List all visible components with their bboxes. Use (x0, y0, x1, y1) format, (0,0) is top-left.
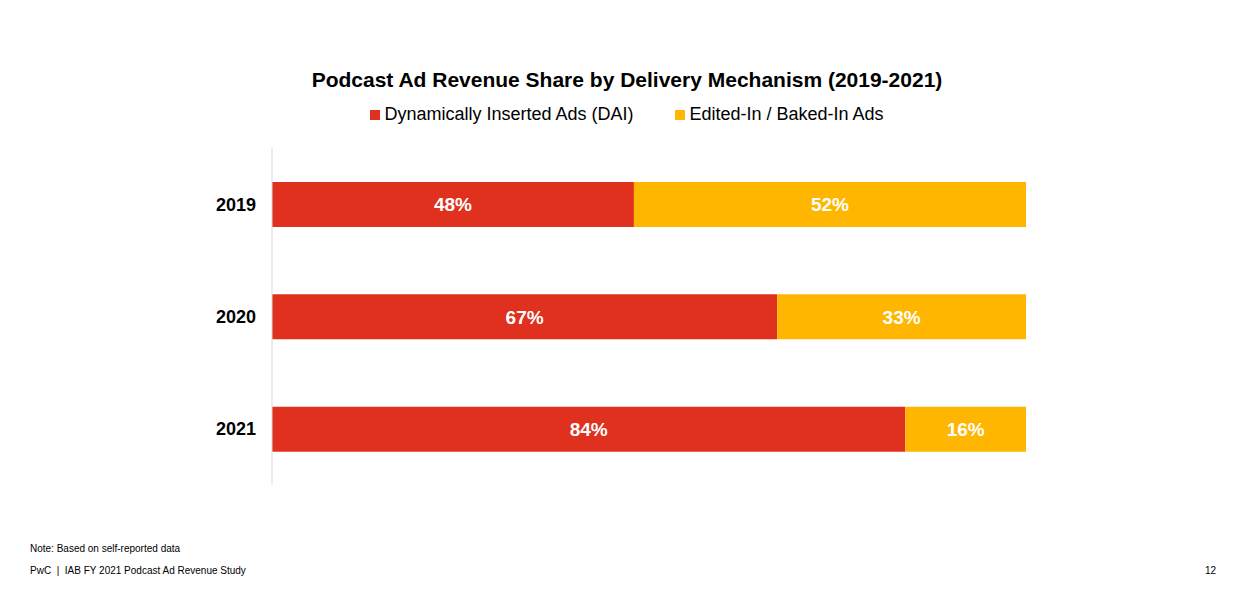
svg-text:33%: 33% (883, 307, 921, 328)
svg-text:67%: 67% (506, 307, 544, 328)
html-text:Podcast Ad Revenue Share by De: Podcast Ad Revenue Share by Delivery Mec… (311, 68, 943, 91)
svg-text:2021: 2021 (216, 419, 256, 439)
html-text:12: 12 (1204, 565, 1216, 576)
html-text:PwC | IAB FY 2021 Podcast Ad R: PwC | IAB FY 2021 Podcast Ad Revenue Stu… (30, 565, 246, 576)
svg-text:2020: 2020 (216, 307, 256, 327)
svg-text:52%: 52% (811, 194, 849, 215)
html-text:Dynamically Inserted Ads (DAI): Dynamically Inserted Ads (DAI) (384, 104, 634, 124)
svg-text:16%: 16% (947, 419, 985, 440)
svg-text:2019: 2019 (216, 195, 256, 215)
html-text:Edited-In / Baked-In Ads: Edited-In / Baked-In Ads (689, 104, 884, 124)
html-text:Note: Based on self-reported d: Note: Based on self-reported data (30, 543, 181, 554)
svg-text:48%: 48% (434, 194, 472, 215)
svg-text:84%: 84% (570, 419, 608, 440)
